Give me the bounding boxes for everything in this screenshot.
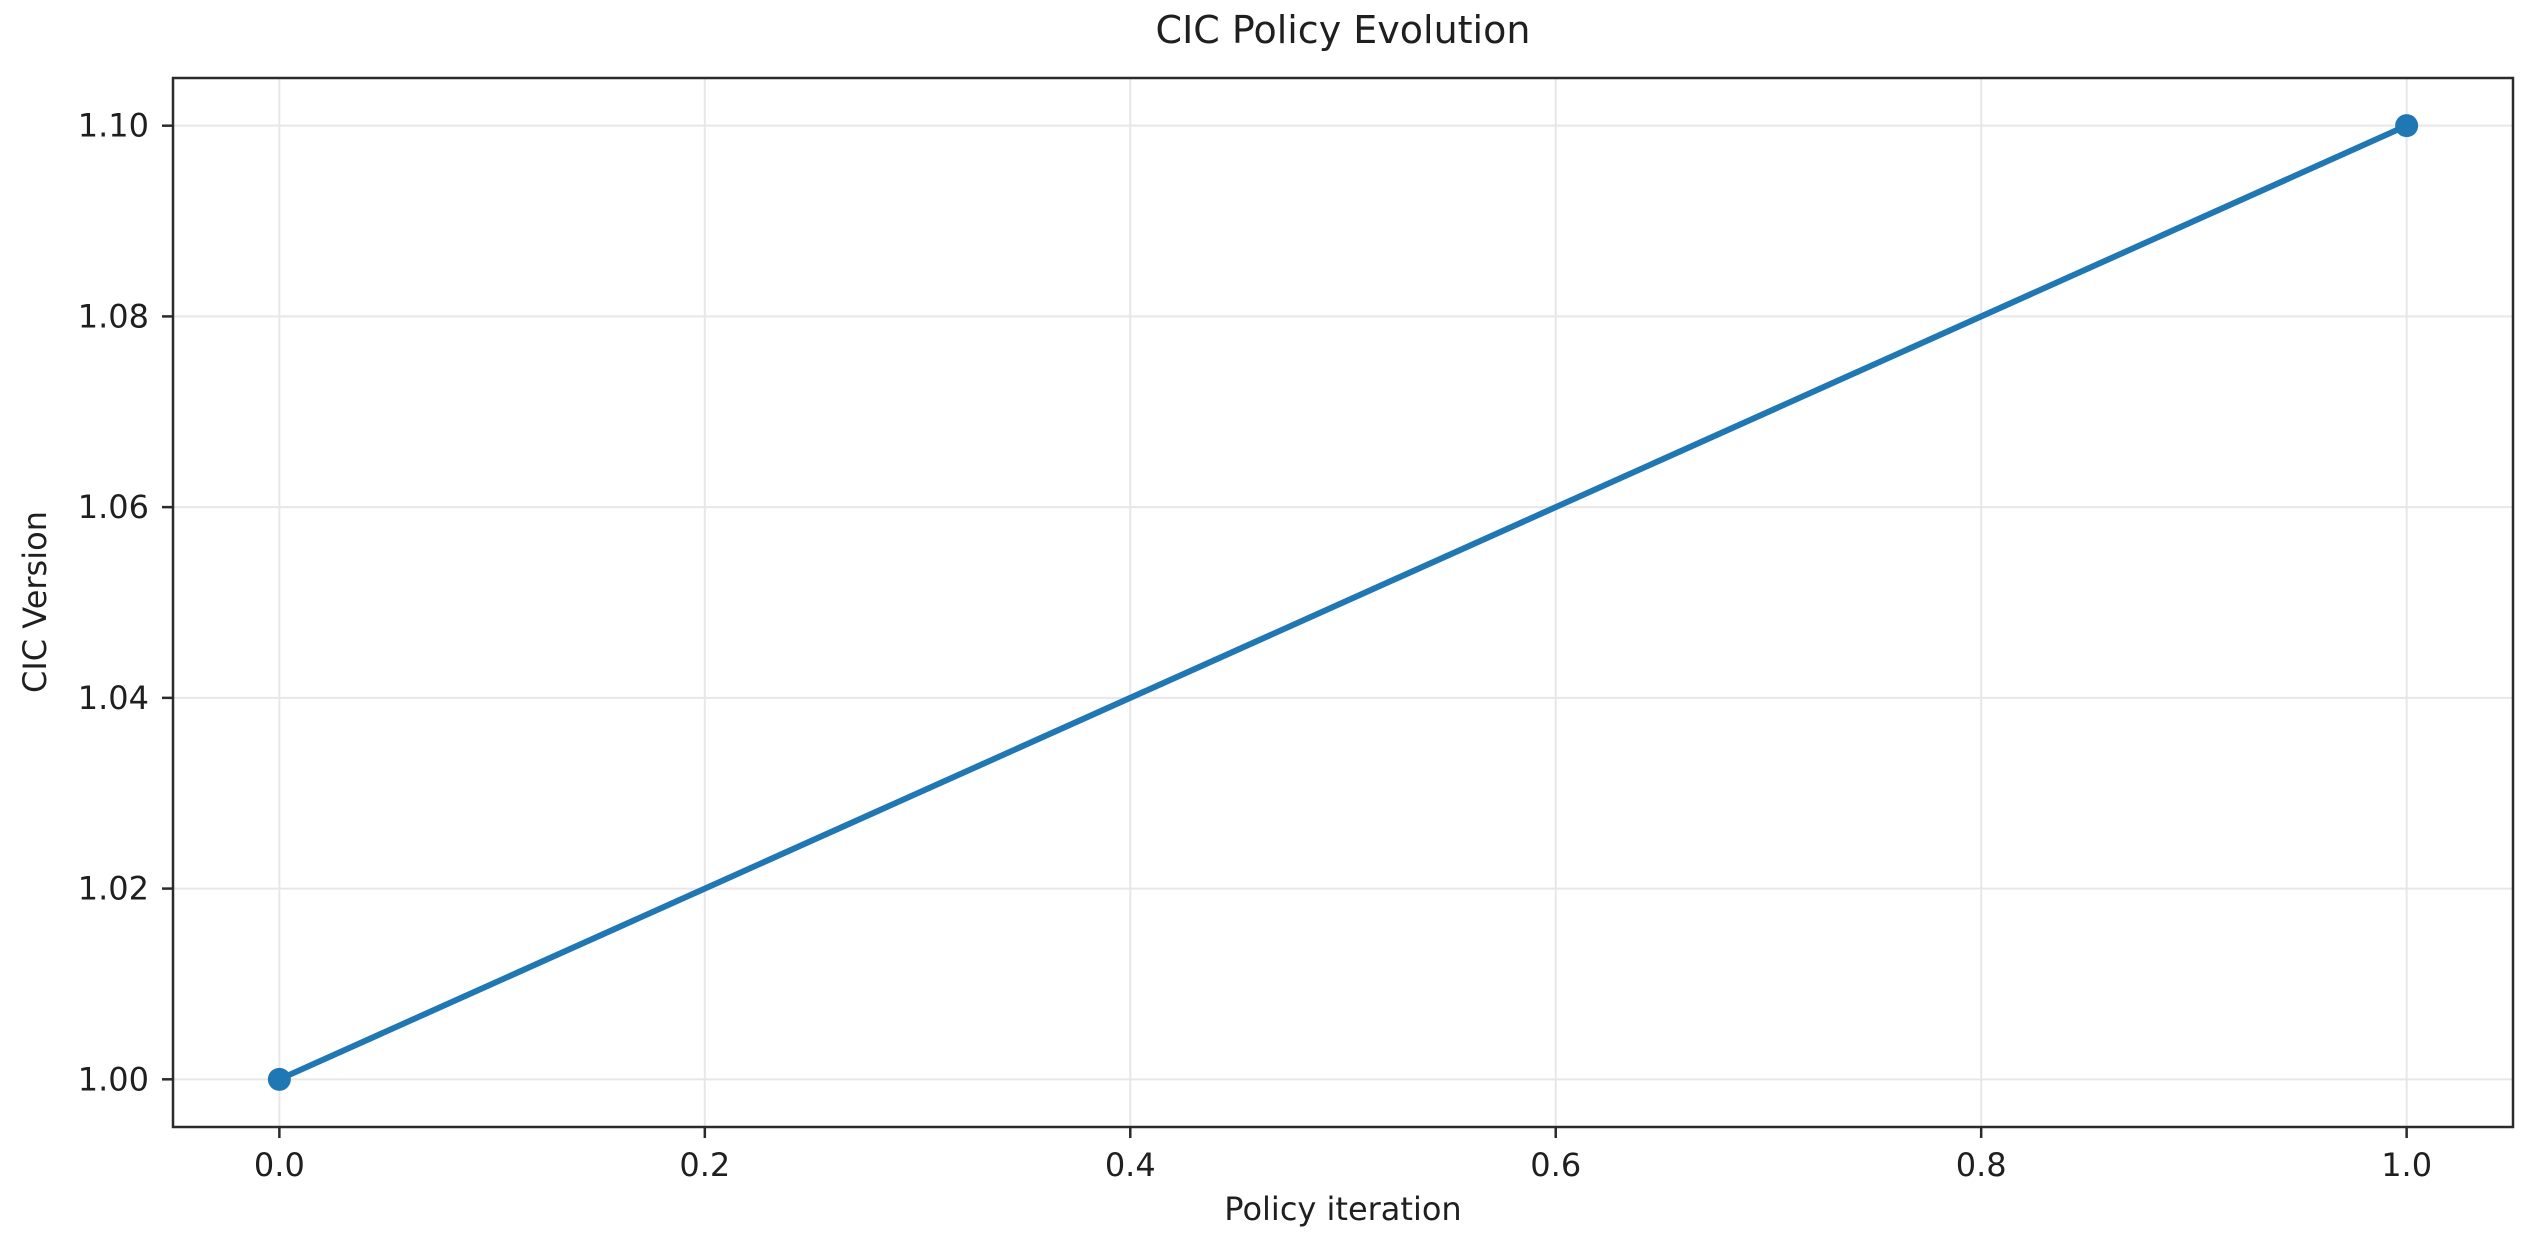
x-tick-label: 0.8 (1956, 1146, 2007, 1184)
x-tick-label: 0.2 (679, 1146, 730, 1184)
x-axis-label: Policy iteration (1224, 1190, 1462, 1228)
y-tick-label: 1.02 (78, 870, 149, 908)
y-tick-label: 1.04 (78, 679, 149, 717)
y-tick-label: 1.08 (78, 297, 149, 335)
x-tick-label: 1.0 (2381, 1146, 2432, 1184)
x-tick-label: 0.0 (254, 1146, 305, 1184)
y-tick-label: 1.00 (78, 1060, 149, 1098)
data-point (267, 1067, 291, 1091)
chart-title: CIC Policy Evolution (1155, 8, 1531, 52)
y-tick-label: 1.06 (78, 488, 149, 526)
data-point (2395, 114, 2419, 138)
x-tick-label: 0.4 (1105, 1146, 1156, 1184)
plot-border (171, 76, 2515, 1129)
x-tick-label: 0.6 (1530, 1146, 1581, 1184)
data-line (276, 122, 2410, 1083)
y-tick-label: 1.10 (78, 107, 149, 145)
